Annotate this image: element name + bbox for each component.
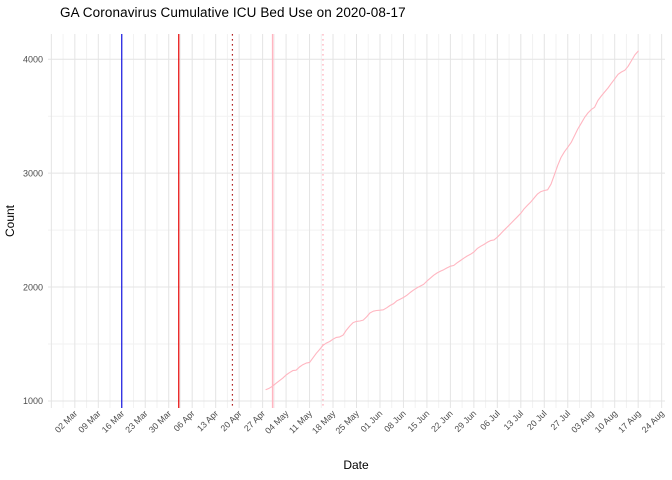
x-tick-label: 06 Jul	[478, 408, 502, 432]
x-tick-label: 08 Jun	[382, 408, 408, 434]
series-lines	[265, 50, 639, 391]
y-tick-label: 2000	[23, 282, 43, 292]
x-tick-label: 17 Aug	[616, 408, 643, 435]
series-line-cumulative-icu-bed-use	[265, 50, 639, 391]
x-tick-label: 24 Aug	[640, 408, 667, 435]
event-lines	[121, 34, 324, 408]
x-axis-title: Date	[343, 458, 369, 472]
x-tick-label: 23 Mar	[123, 408, 149, 434]
x-tick-label: 02 Mar	[53, 408, 79, 434]
x-tick-label: 11 May	[287, 408, 314, 435]
major-gridlines	[48, 34, 665, 408]
y-tick-label: 3000	[23, 168, 43, 178]
x-tick-label: 13 Apr	[195, 408, 220, 433]
y-axis-title: Count	[3, 204, 17, 237]
x-tick-label: 16 Mar	[100, 408, 126, 434]
x-tick-label: 15 Jun	[406, 408, 432, 434]
x-tick-label: 10 Aug	[593, 408, 620, 435]
x-tick-label: 09 Mar	[76, 408, 102, 434]
x-tick-label: 30 Mar	[147, 408, 173, 434]
x-tick-label: 06 Apr	[172, 408, 197, 433]
x-tick-label: 04 May	[263, 408, 291, 436]
y-axis-tick-labels: 1000 2000 3000 4000	[23, 54, 43, 406]
x-tick-label: 20 Jul	[525, 408, 549, 432]
y-tick-label: 1000	[23, 396, 43, 406]
x-tick-label: 20 Apr	[218, 408, 243, 433]
chart-title: GA Coronavirus Cumulative ICU Bed Use on…	[60, 5, 406, 20]
x-tick-label: 22 Jun	[429, 408, 455, 434]
x-tick-label: 29 Jun	[453, 408, 479, 434]
y-tick-label: 4000	[23, 54, 43, 64]
minor-gridlines	[48, 34, 665, 408]
x-tick-label: 13 Jul	[502, 408, 526, 432]
x-tick-label: 25 May	[333, 408, 361, 436]
x-tick-label: 03 Aug	[569, 408, 596, 435]
x-tick-label: 18 May	[310, 408, 338, 436]
x-tick-label: 01 Jun	[359, 408, 385, 434]
